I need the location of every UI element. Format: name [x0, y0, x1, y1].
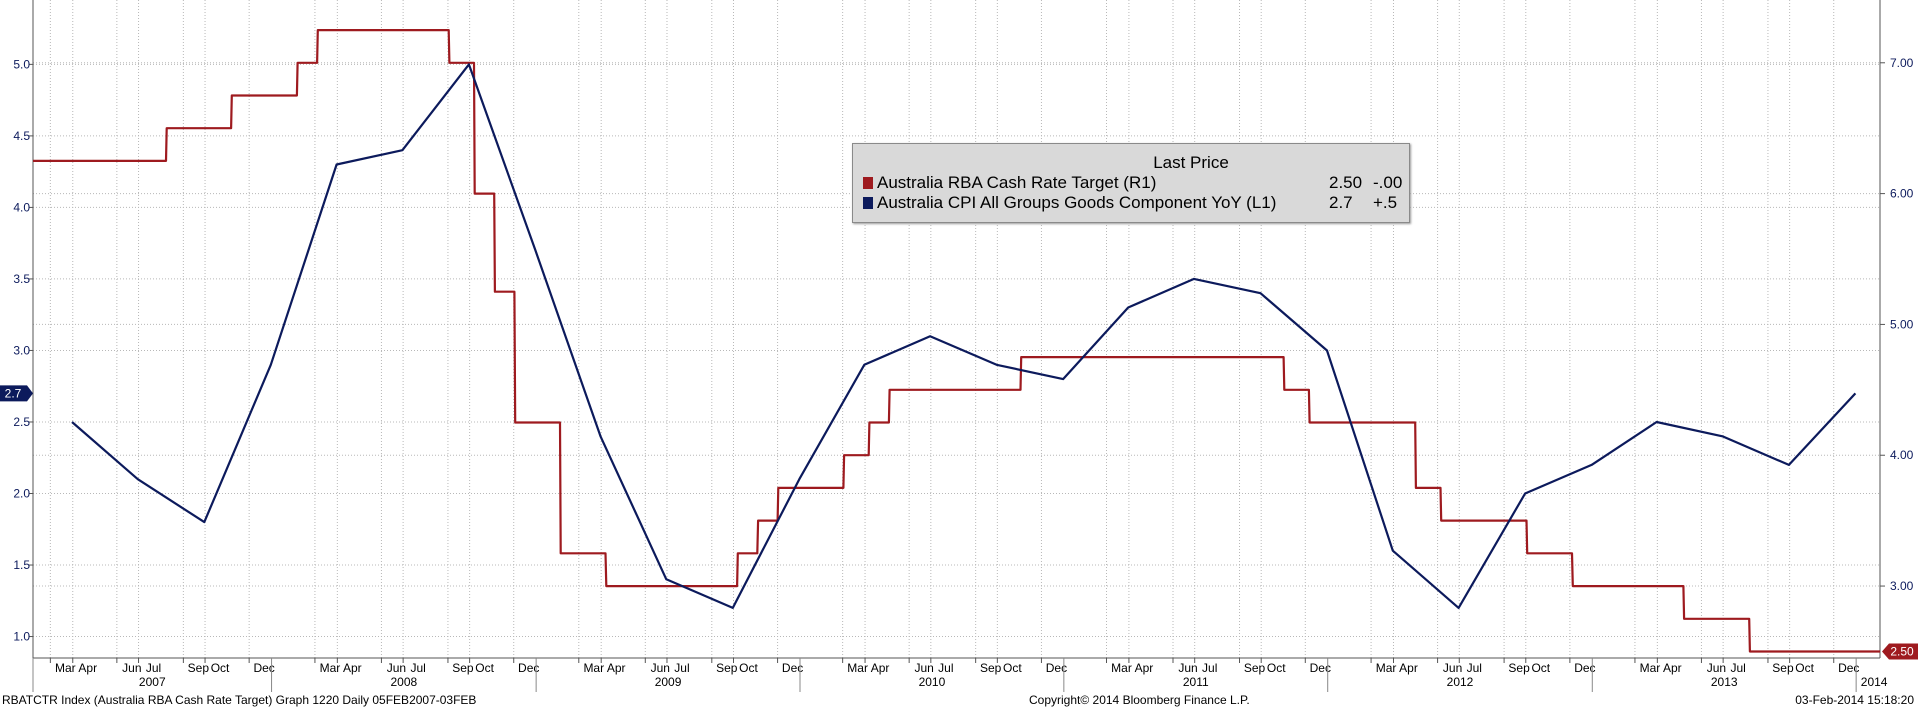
right-tick-label: 7.00: [1890, 56, 1914, 70]
x-tick-label: Sep: [1772, 661, 1794, 675]
x-tick-label: Dec: [1574, 661, 1595, 675]
right-tick-label: 4.00: [1890, 448, 1914, 462]
x-tick-label: Sep: [1508, 661, 1530, 675]
right-tick-label: 5.00: [1890, 317, 1914, 331]
x-tick-label: Oct: [211, 661, 230, 675]
x-tick-label: Apr: [871, 661, 890, 675]
x-tick-label: Mar: [320, 661, 341, 675]
x-tick-label: Apr: [343, 661, 362, 675]
series-lines: [33, 29, 1880, 653]
footer-timestamp: 03-Feb-2014 15:18:20: [1795, 693, 1914, 707]
x-tick-label: Jul: [146, 661, 161, 675]
x-tick-label: Dec: [782, 661, 803, 675]
legend-change-cpi: +.5: [1373, 193, 1398, 212]
legend-swatch-cpi: [863, 197, 873, 209]
x-tick-label: Oct: [1531, 661, 1550, 675]
x-tick-label: Jul: [410, 661, 425, 675]
x-tick-label: Sep: [188, 661, 210, 675]
year-label: 2013: [1711, 675, 1738, 689]
legend-change-cash-rate: -.00: [1373, 173, 1403, 192]
x-tick-label: Sep: [980, 661, 1002, 675]
x-tick-label: Mar: [583, 661, 604, 675]
year-label: 2007: [139, 675, 166, 689]
x-tick-label: Dec: [1310, 661, 1331, 675]
x-tick-label: Jul: [938, 661, 953, 675]
legend-item-cash-rate: Australia RBA Cash Rate Target (R1) 2.50…: [863, 173, 1402, 193]
x-tick-label: Oct: [475, 661, 494, 675]
legend-label-cpi: Australia CPI All Groups Goods Component…: [877, 193, 1277, 212]
x-tick-label: Mar: [1376, 661, 1397, 675]
x-tick-label: Oct: [1795, 661, 1814, 675]
year-label: 2009: [655, 675, 682, 689]
x-tick-label: Jun: [1443, 661, 1462, 675]
gridlines: [33, 0, 1880, 658]
x-tick-label: Apr: [78, 661, 97, 675]
x-tick-label: Jun: [914, 661, 933, 675]
left-tick-label: 2.0: [13, 487, 30, 501]
x-tick-label: Jul: [1202, 661, 1217, 675]
x-tick-label: Dec: [253, 661, 274, 675]
left-tick-label: 3.5: [13, 272, 30, 286]
x-tick-label: Mar: [1111, 661, 1132, 675]
x-tick-label: Jun: [1707, 661, 1726, 675]
x-tick-label: Jul: [1730, 661, 1745, 675]
x-tick-label: Jul: [1467, 661, 1482, 675]
left-tick-label: 4.5: [13, 129, 30, 143]
x-tick-label: Jun: [387, 661, 406, 675]
x-tick-label: Jun: [651, 661, 670, 675]
year-label: 2008: [390, 675, 417, 689]
left-axis: 5.0 4.5 4.0 3.5 3.0 2.5 2.0 1.5 1.0: [13, 0, 34, 658]
x-tick-label: Oct: [1267, 661, 1286, 675]
x-tick-label: Mar: [1640, 661, 1661, 675]
left-tick-label: 2.5: [13, 415, 30, 429]
legend-header: Last Price: [1153, 153, 1229, 172]
x-tick-label: Apr: [1399, 661, 1418, 675]
x-tick-label: Apr: [607, 661, 626, 675]
legend-item-cpi: Australia CPI All Groups Goods Component…: [863, 193, 1397, 213]
year-label: 2014: [1861, 675, 1888, 689]
series-line-cash-rate: [33, 29, 1880, 653]
x-tick-label: Dec: [518, 661, 539, 675]
footer-source: RBATCTR Index (Australia RBA Cash Rate T…: [2, 693, 477, 707]
x-tick-label: Apr: [1663, 661, 1682, 675]
x-tick-label: Oct: [1003, 661, 1022, 675]
series-line-cpi: [71, 63, 1857, 610]
year-label: 2010: [919, 675, 946, 689]
x-tick-label: Jul: [674, 661, 689, 675]
legend: Last Price Australia RBA Cash Rate Targe…: [852, 143, 1410, 223]
x-tick-label: Dec: [1838, 661, 1859, 675]
legend-value-cpi: 2.7: [1329, 193, 1353, 212]
left-tick-label: 1.0: [13, 630, 30, 644]
last-value-badges: 2.7 2.50: [0, 385, 1918, 660]
left-tick-label: 5.0: [13, 57, 30, 71]
x-tick-label: Sep: [716, 661, 738, 675]
x-tick-label: Mar: [847, 661, 868, 675]
footer-copyright: Copyright© 2014 Bloomberg Finance L.P.: [1029, 693, 1250, 707]
left-last-value-badge: [0, 385, 33, 402]
year-label: 2012: [1447, 675, 1474, 689]
year-label: 2011: [1183, 675, 1209, 689]
legend-swatch-cash-rate: [863, 177, 873, 189]
right-tick-label: 6.00: [1890, 187, 1914, 201]
x-tick-label: Dec: [1046, 661, 1067, 675]
left-last-value-label: 2.7: [5, 386, 22, 400]
x-tick-label: Apr: [1135, 661, 1154, 675]
legend-label-cash-rate: Australia RBA Cash Rate Target (R1): [877, 173, 1157, 192]
left-tick-label: 1.5: [13, 558, 30, 572]
x-tick-label: Jun: [122, 661, 141, 675]
x-tick-label: Jun: [1178, 661, 1197, 675]
x-tick-label: Sep: [452, 661, 474, 675]
x-tick-label: Oct: [739, 661, 758, 675]
x-tick-label: Sep: [1244, 661, 1266, 675]
right-tick-label: 3.00: [1890, 579, 1914, 593]
right-last-value-label: 2.50: [1890, 644, 1914, 658]
left-tick-label: 4.0: [13, 200, 30, 214]
right-last-value-badge: [1882, 643, 1918, 660]
legend-value-cash-rate: 2.50: [1329, 173, 1363, 192]
left-tick-label: 3.0: [13, 343, 30, 357]
x-tick-label: Mar: [55, 661, 76, 675]
right-axis: 7.00 6.00 5.00 4.00 3.00: [1879, 0, 1914, 658]
